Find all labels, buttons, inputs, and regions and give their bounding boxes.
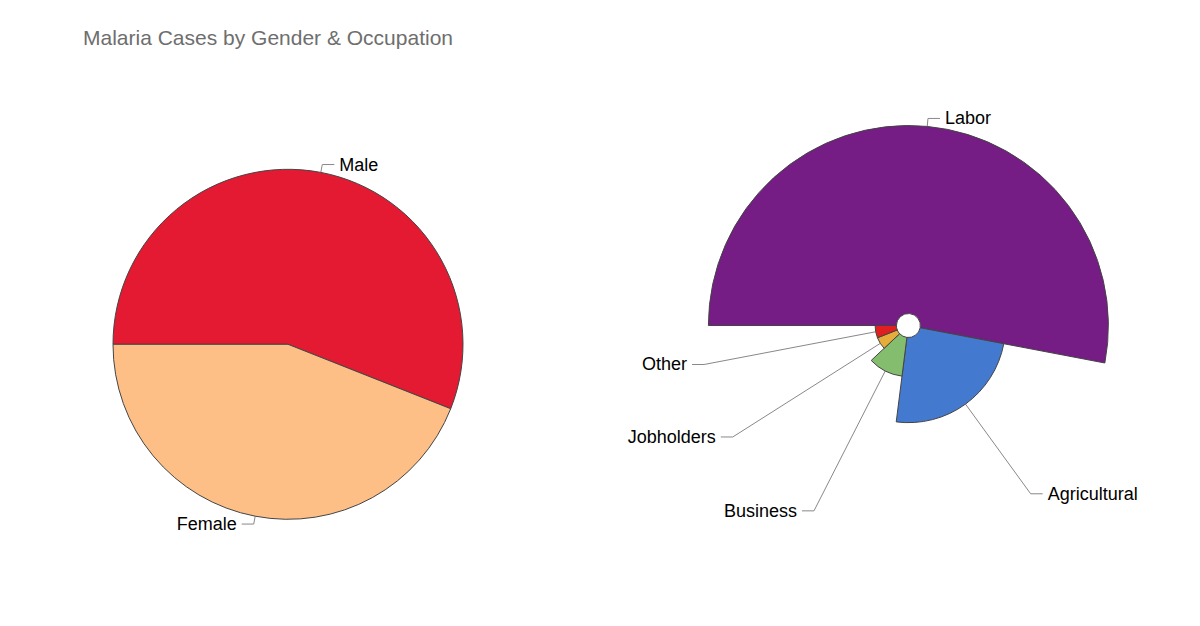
svg-text:Agricultural: Agricultural xyxy=(1048,484,1138,504)
svg-text:Male: Male xyxy=(339,155,378,175)
svg-text:Other: Other xyxy=(642,354,687,374)
svg-text:Female: Female xyxy=(177,514,237,534)
svg-text:Labor: Labor xyxy=(945,108,991,128)
svg-text:Malaria Cases by Gender & Occu: Malaria Cases by Gender & Occupation xyxy=(83,26,453,49)
svg-text:Business: Business xyxy=(724,501,797,521)
svg-text:Jobholders: Jobholders xyxy=(628,427,716,447)
